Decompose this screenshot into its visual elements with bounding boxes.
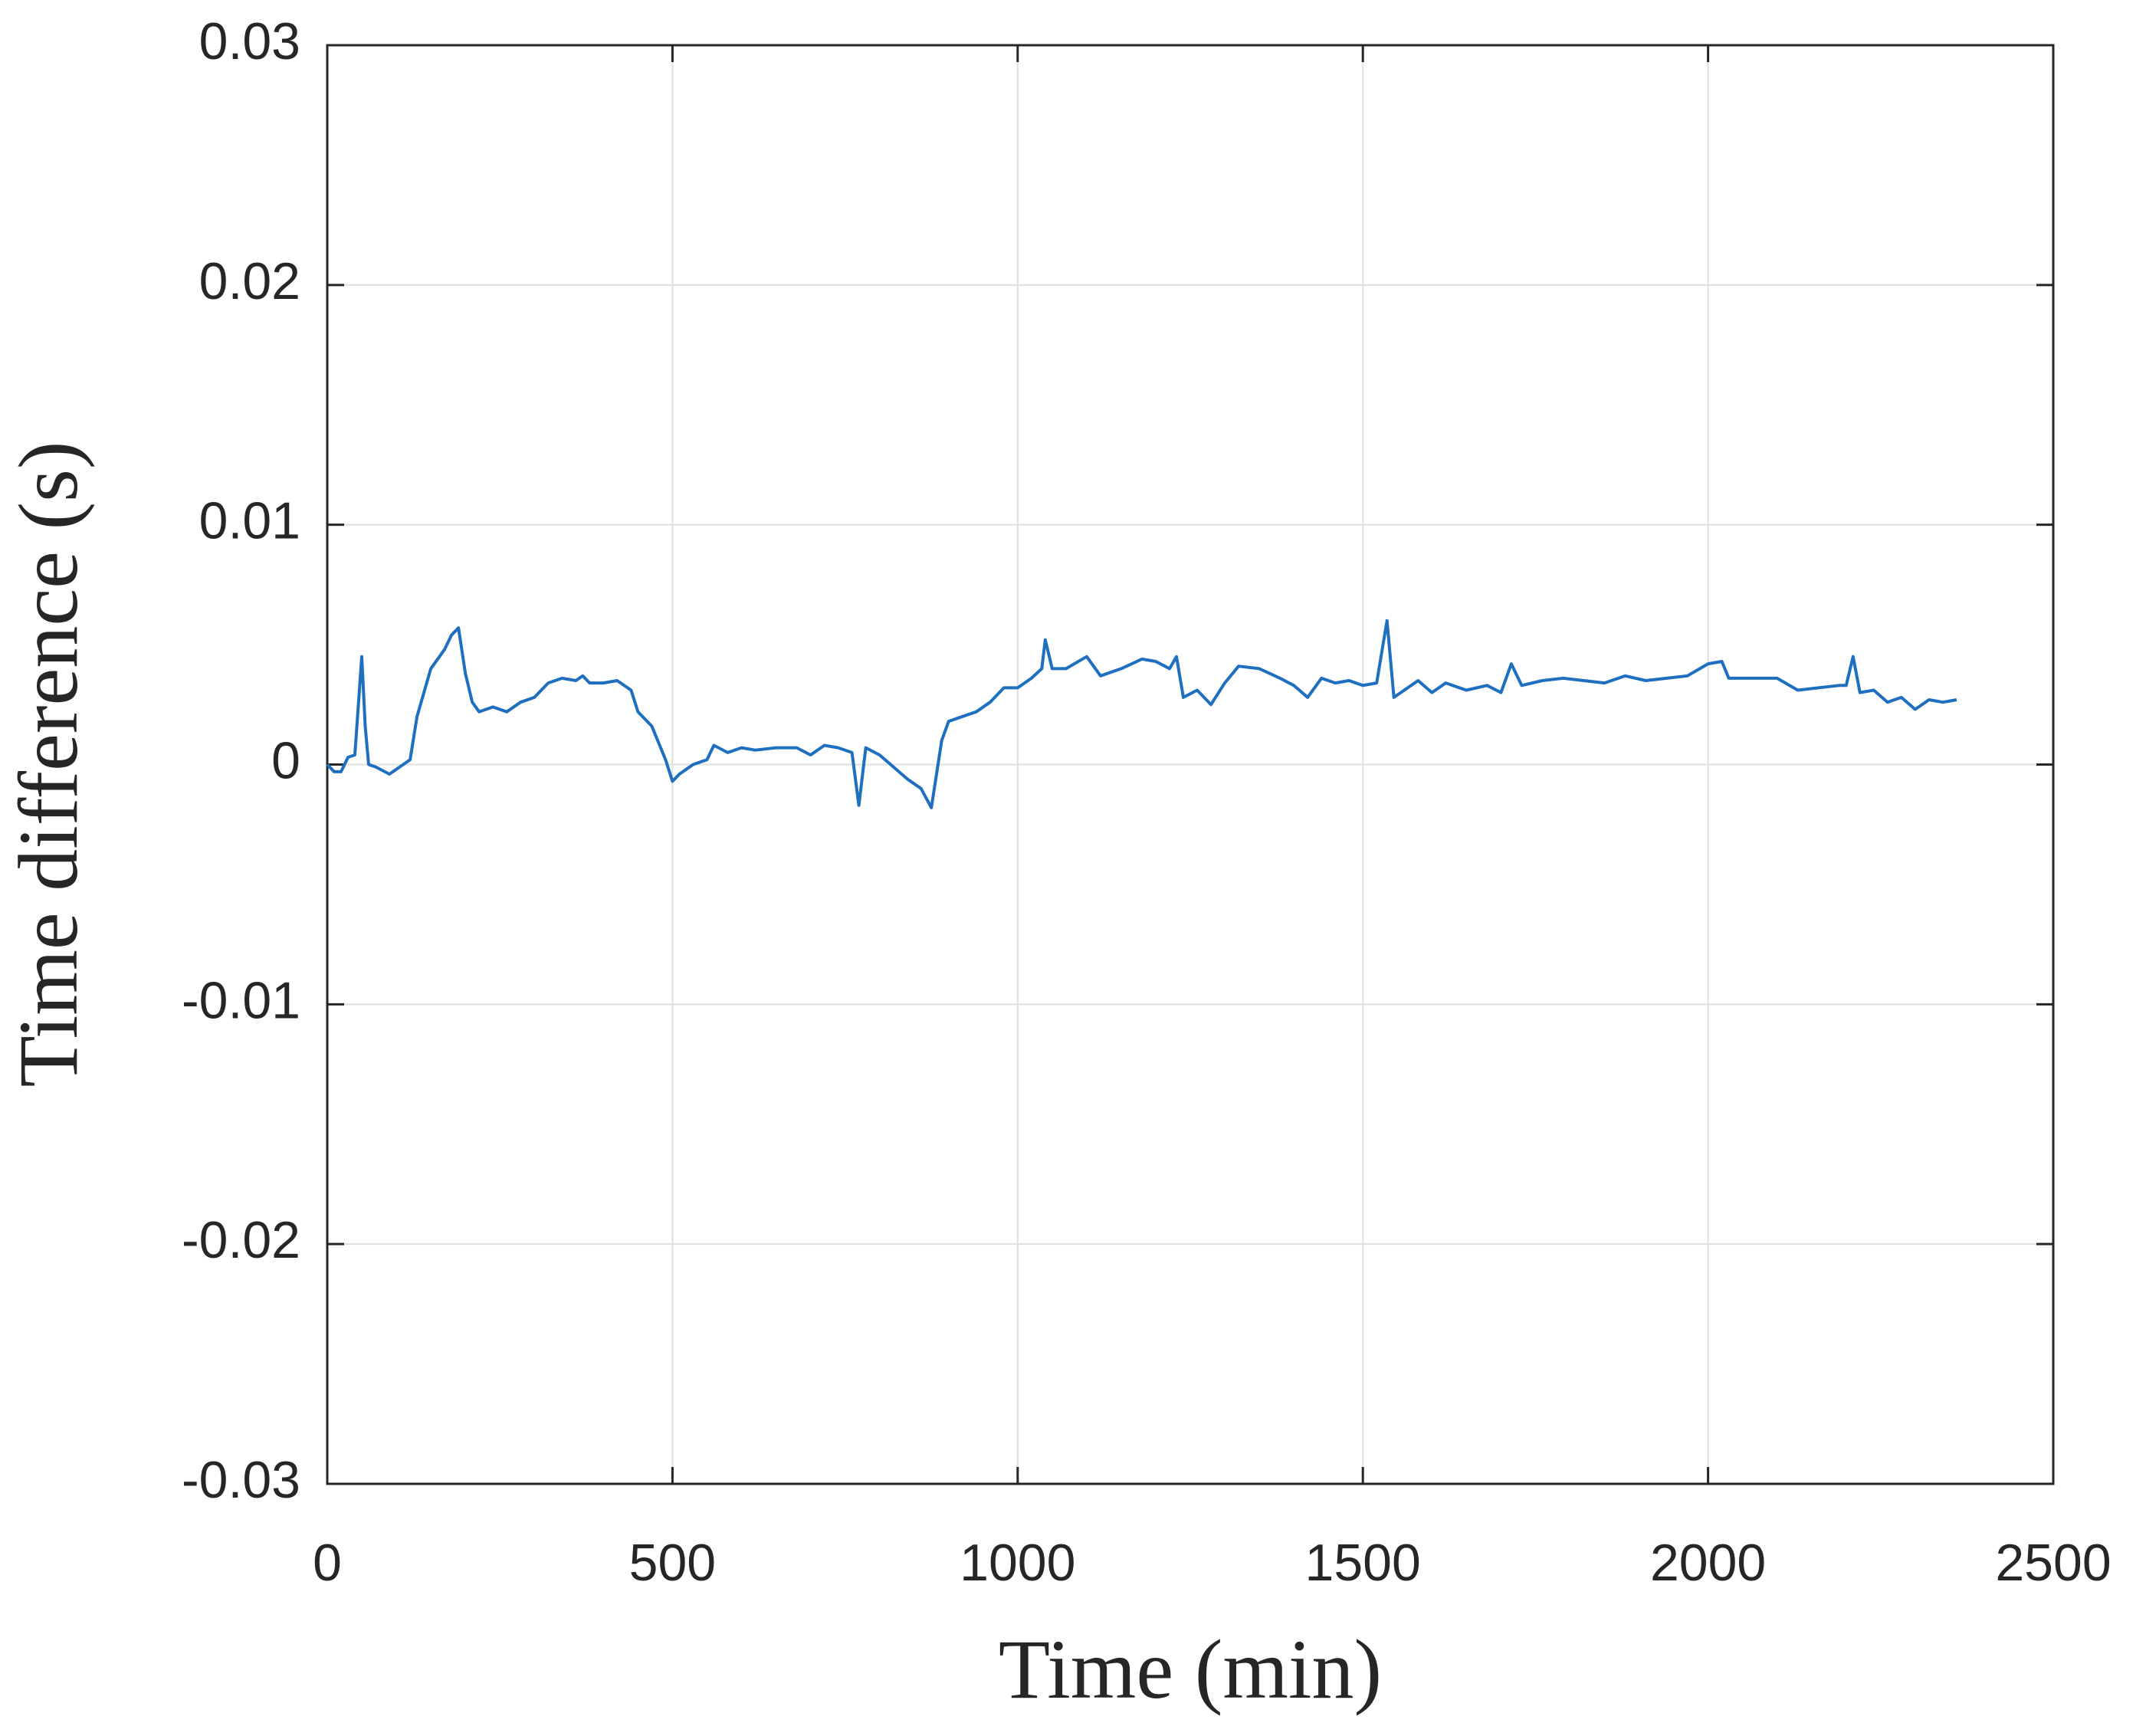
y-tick-label: 0.01	[199, 492, 300, 550]
y-tick-label: 0.02	[199, 252, 300, 310]
y-tick-label: -0.01	[182, 971, 300, 1029]
x-tick-label: 0	[313, 1534, 342, 1592]
x-tick-label: 1500	[1305, 1534, 1421, 1592]
x-tick-label: 500	[629, 1534, 716, 1592]
data-line	[326, 619, 1957, 809]
y-axis-label: Time difference (s)	[2, 441, 95, 1087]
x-tick-label: 1000	[960, 1534, 1075, 1592]
y-tick-label: -0.02	[182, 1211, 300, 1269]
y-tick-label: -0.03	[182, 1451, 300, 1509]
x-tick-label: 2500	[1995, 1534, 2111, 1592]
x-axis-label: Time (min)	[999, 1623, 1382, 1716]
y-tick-label: 0.03	[199, 12, 300, 71]
x-tick-label: 2000	[1650, 1534, 1766, 1592]
y-tick-label: 0	[271, 731, 300, 789]
